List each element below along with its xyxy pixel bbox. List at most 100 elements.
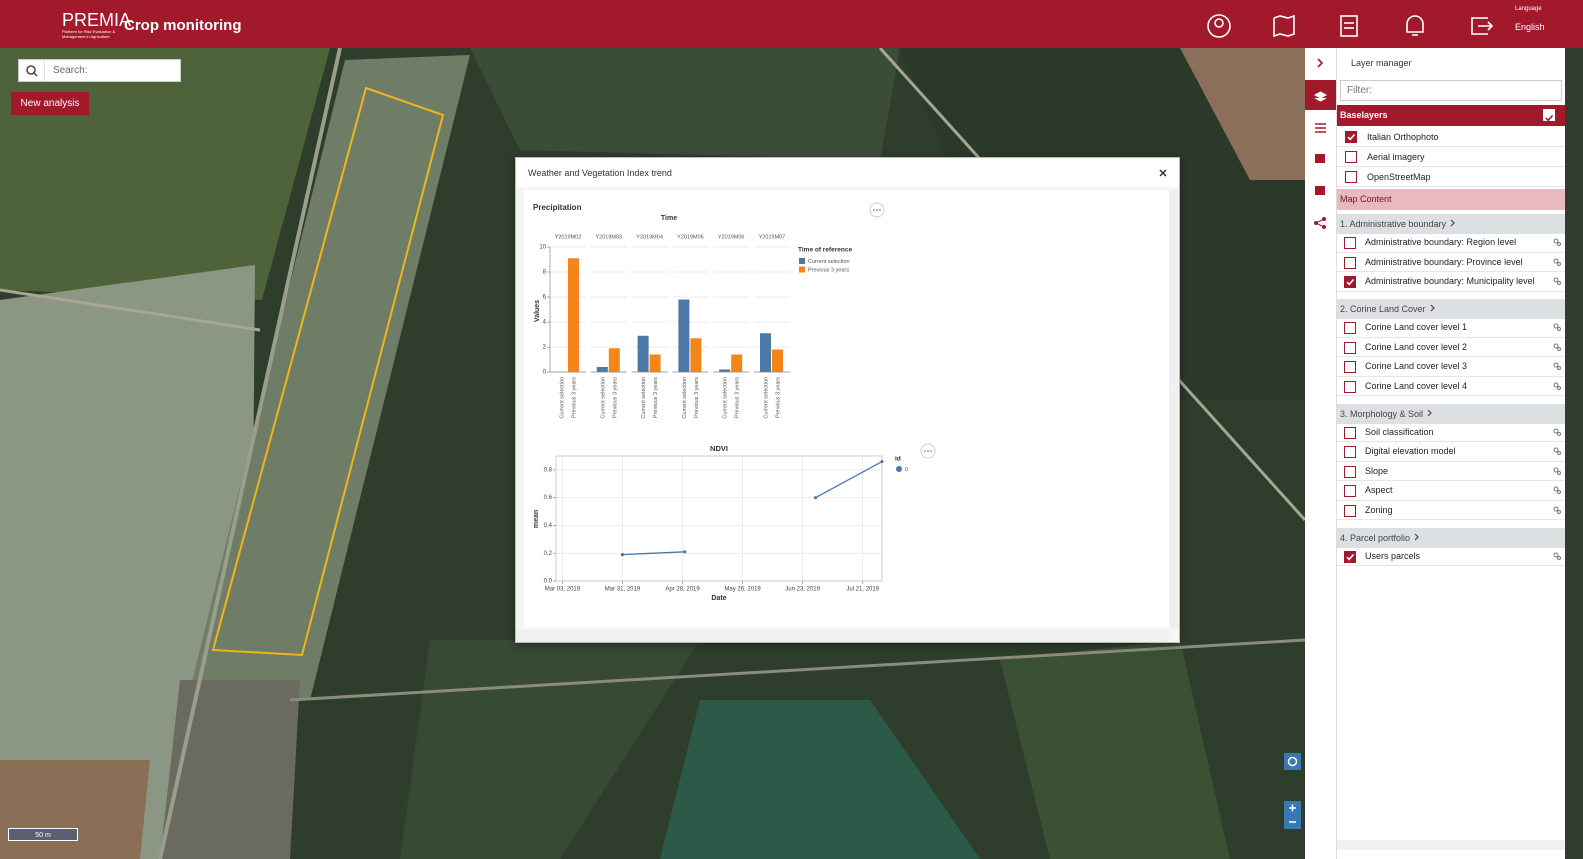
checkbox[interactable] bbox=[1344, 322, 1356, 334]
panel-scrollbar[interactable] bbox=[1337, 840, 1565, 850]
layer-item: Administrative boundary: Province level bbox=[1337, 253, 1565, 272]
horizontal-scrollbar[interactable] bbox=[516, 630, 1169, 642]
logo: PREMIA bbox=[62, 10, 132, 30]
layer-item: Users parcels bbox=[1337, 547, 1565, 566]
search-icon bbox=[26, 60, 45, 81]
layer-settings-icon[interactable] bbox=[1553, 343, 1561, 351]
chart-menu-button[interactable] bbox=[920, 443, 936, 459]
new-analysis-button[interactable]: New analysis bbox=[11, 92, 89, 115]
collapse-tab[interactable] bbox=[1317, 58, 1324, 68]
print-tab[interactable] bbox=[1315, 186, 1325, 195]
chart-menu-button[interactable] bbox=[869, 202, 885, 218]
layer-item: Administrative boundary: Municipality le… bbox=[1337, 272, 1565, 292]
checkbox[interactable] bbox=[1344, 380, 1356, 393]
field bbox=[0, 48, 330, 300]
layer-item: Slope bbox=[1337, 462, 1565, 481]
legend-label: Current selection bbox=[808, 259, 850, 265]
data-tab[interactable] bbox=[1315, 154, 1325, 163]
layer-label: Aerial imagery bbox=[1367, 152, 1425, 162]
chart-title: NDVI bbox=[710, 444, 728, 453]
data-point bbox=[683, 550, 687, 554]
filter-box[interactable]: Filter: bbox=[1340, 80, 1562, 101]
checkbox[interactable] bbox=[1344, 426, 1356, 439]
menu-dot bbox=[873, 209, 875, 211]
layer-label: OpenStreetMap bbox=[1367, 172, 1431, 182]
scale-bar: 50 m bbox=[8, 828, 78, 841]
field bbox=[660, 700, 980, 859]
layer-label: Corine Land cover level 2 bbox=[1365, 341, 1468, 352]
layer-settings-icon[interactable] bbox=[1553, 382, 1561, 390]
parcel-outline[interactable] bbox=[211, 86, 445, 657]
bell-icon[interactable] bbox=[1406, 15, 1424, 36]
y-axis-title: mean bbox=[533, 510, 540, 528]
vertical-scrollbar[interactable] bbox=[1169, 190, 1179, 628]
x-tick-label: Jun 23, 2019 bbox=[785, 587, 820, 593]
layer-settings-icon[interactable] bbox=[1553, 277, 1561, 285]
layer-label: Slope bbox=[1365, 465, 1389, 476]
layer-settings-icon[interactable] bbox=[1553, 238, 1561, 246]
checkbox[interactable] bbox=[1344, 446, 1356, 458]
data-point bbox=[620, 553, 625, 557]
x-tick-label: Mar 03, 2019 bbox=[545, 587, 581, 593]
checkbox[interactable] bbox=[1344, 465, 1356, 478]
language-label: Language bbox=[1515, 6, 1542, 12]
filter-placeholder: Filter: bbox=[1347, 85, 1372, 96]
x-tick-label: Current selection bbox=[723, 377, 729, 419]
check-mark bbox=[1347, 133, 1356, 141]
menu-dot bbox=[927, 450, 929, 452]
checkbox[interactable] bbox=[1344, 485, 1356, 497]
share-tab[interactable] bbox=[1314, 217, 1326, 229]
close-button[interactable] bbox=[1159, 169, 1167, 177]
group-header[interactable]: 2. Corine Land Cover bbox=[1337, 299, 1565, 319]
checkbox[interactable] bbox=[1345, 171, 1357, 183]
baselayers-header: Baselayers bbox=[1337, 105, 1565, 126]
layer-settings-icon[interactable] bbox=[1553, 362, 1561, 370]
checkbox[interactable] bbox=[1344, 256, 1356, 269]
checkbox[interactable] bbox=[1344, 361, 1356, 373]
check-mark bbox=[1346, 278, 1355, 286]
search-box[interactable]: Search: bbox=[18, 59, 181, 82]
group-header[interactable]: 1. Administrative boundary bbox=[1337, 214, 1565, 234]
layer-settings-icon[interactable] bbox=[1553, 323, 1561, 331]
checkbox[interactable] bbox=[1345, 131, 1357, 143]
layer-item: Administrative boundary: Region level bbox=[1337, 233, 1565, 253]
x-tick-label: Current selection bbox=[763, 377, 769, 419]
logout-icon[interactable] bbox=[1471, 17, 1494, 35]
menu-dot bbox=[876, 209, 878, 211]
x-tick-label: Previous 3 years bbox=[571, 377, 577, 418]
checkbox[interactable] bbox=[1344, 550, 1356, 563]
map-icon[interactable] bbox=[1273, 14, 1295, 38]
checkbox[interactable] bbox=[1543, 109, 1555, 122]
farm bbox=[160, 680, 300, 859]
layer-settings-icon[interactable] bbox=[1553, 506, 1561, 514]
chart-title: Precipitation bbox=[533, 203, 582, 212]
group-header[interactable]: 4. Parcel portfolio bbox=[1337, 527, 1565, 548]
x-tick-label: Current selection bbox=[641, 377, 647, 419]
checkbox[interactable] bbox=[1344, 341, 1356, 354]
checkbox[interactable] bbox=[1344, 504, 1356, 517]
locate-button[interactable] bbox=[1284, 753, 1301, 770]
layer-settings-icon[interactable] bbox=[1553, 552, 1561, 560]
profile-icon[interactable] bbox=[1207, 14, 1231, 38]
language-select[interactable]: English bbox=[1515, 22, 1545, 32]
layer-settings-icon[interactable] bbox=[1553, 467, 1561, 475]
group-header[interactable]: 3. Morphology & Soil bbox=[1337, 403, 1565, 424]
checkbox[interactable] bbox=[1344, 237, 1356, 249]
layer-settings-icon[interactable] bbox=[1553, 447, 1561, 455]
layer-settings-icon[interactable] bbox=[1553, 486, 1561, 494]
checkbox[interactable] bbox=[1345, 151, 1357, 163]
y-tick-label: 6 bbox=[543, 295, 547, 301]
legend-tab[interactable] bbox=[1315, 123, 1326, 133]
layer-settings-icon[interactable] bbox=[1553, 428, 1561, 436]
zoom-buttons[interactable] bbox=[1284, 801, 1301, 829]
y-tick-label: 8 bbox=[543, 270, 547, 276]
layer-settings-icon[interactable] bbox=[1553, 258, 1561, 266]
layer-item: Digital elevation model bbox=[1337, 442, 1565, 462]
bar bbox=[719, 369, 731, 372]
dialog-title: Weather and Vegetation Index trend bbox=[528, 168, 672, 178]
field bbox=[470, 48, 900, 160]
sidebar-tabs bbox=[1305, 48, 1337, 859]
checkbox[interactable] bbox=[1344, 276, 1356, 288]
report-icon[interactable] bbox=[1340, 15, 1358, 37]
map[interactable] bbox=[0, 48, 1305, 859]
